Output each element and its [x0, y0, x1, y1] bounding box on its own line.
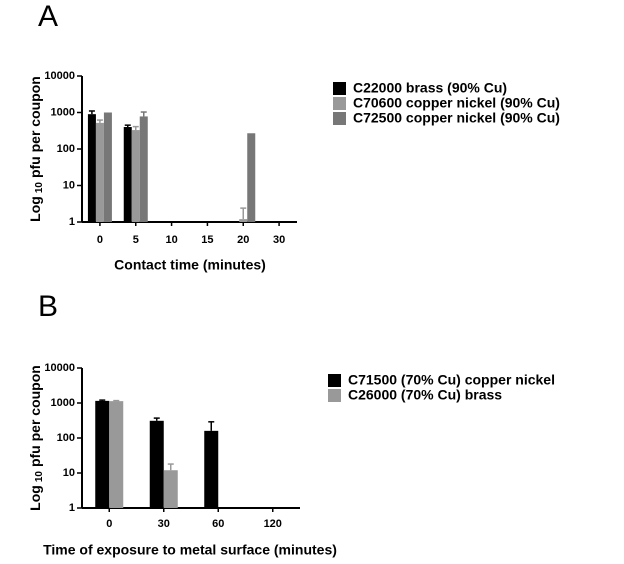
- x-axis-label: Time of exposure to metal surface (minut…: [43, 542, 337, 558]
- y-label-rest: pfu per coupon: [27, 76, 43, 178]
- y-label-subscript: 10: [34, 182, 45, 194]
- y-label-rest: pfu per coupon: [27, 365, 43, 467]
- bar: [131, 130, 140, 222]
- x-tick-label: 30: [158, 518, 170, 530]
- error-bar: [167, 463, 174, 471]
- legend-swatch: [333, 112, 346, 125]
- x-tick-label: 20: [237, 234, 249, 246]
- error-bar: [124, 124, 131, 128]
- bar: [204, 430, 219, 508]
- bar: [95, 400, 110, 508]
- x-axis-label: Contact time (minutes): [114, 257, 266, 273]
- y-tick-label: 10000: [44, 70, 75, 82]
- legend-label: C70600 copper nickel (90% Cu): [353, 95, 560, 111]
- y-label-subscript: 10: [34, 471, 45, 483]
- legend-label: C26000 (70% Cu) brass: [348, 387, 502, 403]
- bar: [239, 219, 248, 222]
- error-bar: [153, 417, 160, 421]
- legend-swatch: [333, 97, 346, 110]
- x-tick-label: 0: [97, 234, 103, 246]
- bar: [139, 116, 148, 222]
- error-bar: [113, 399, 120, 402]
- y-axis-label: Log 10 pfu per coupon: [27, 76, 45, 222]
- y-axis-label: Log 10 pfu per coupon: [27, 365, 45, 511]
- panel-label: B: [38, 290, 58, 323]
- x-tick-label: 60: [212, 518, 224, 530]
- error-bar: [99, 399, 106, 401]
- bar: [87, 114, 96, 222]
- bar: [109, 401, 124, 508]
- error-bar: [208, 421, 215, 431]
- bar: [123, 127, 132, 222]
- legend-label: C22000 brass (90% Cu): [353, 80, 507, 96]
- y-tick-label: 100: [57, 143, 75, 155]
- legend-label: C72500 copper nickel (90% Cu): [353, 110, 560, 126]
- error-bar: [88, 110, 95, 115]
- x-tick-label: 15: [201, 234, 213, 246]
- y-tick-label: 1: [69, 216, 75, 228]
- x-tick-label: 5: [133, 234, 139, 246]
- x-tick-label: 120: [264, 518, 282, 530]
- y-tick-label: 10: [63, 467, 75, 479]
- legend-swatch: [328, 389, 341, 402]
- error-bar: [132, 125, 139, 131]
- y-tick-label: 10: [63, 179, 75, 191]
- bar: [163, 470, 178, 508]
- x-tick-label: 30: [273, 234, 285, 246]
- y-tick-label: 1000: [51, 397, 75, 409]
- panel-label: A: [38, 0, 58, 33]
- x-tick-label: 10: [165, 234, 177, 246]
- legend-swatch: [333, 82, 346, 95]
- y-tick-label: 1: [69, 502, 75, 514]
- y-label-prefix: Log: [27, 196, 43, 222]
- x-tick-label: 0: [106, 518, 112, 530]
- y-tick-label: 10000: [44, 362, 75, 374]
- legend-swatch: [328, 374, 341, 387]
- legend-label: C71500 (70% Cu) copper nickel: [348, 372, 555, 388]
- bar: [103, 112, 112, 222]
- error-bar: [140, 111, 147, 117]
- bar: [149, 420, 164, 508]
- bar: [95, 122, 104, 222]
- bar: [247, 133, 256, 222]
- error-bar: [96, 119, 103, 123]
- y-tick-label: 100: [57, 432, 75, 444]
- y-tick-label: 1000: [51, 106, 75, 118]
- error-bar: [240, 207, 247, 220]
- y-label-prefix: Log: [27, 485, 43, 511]
